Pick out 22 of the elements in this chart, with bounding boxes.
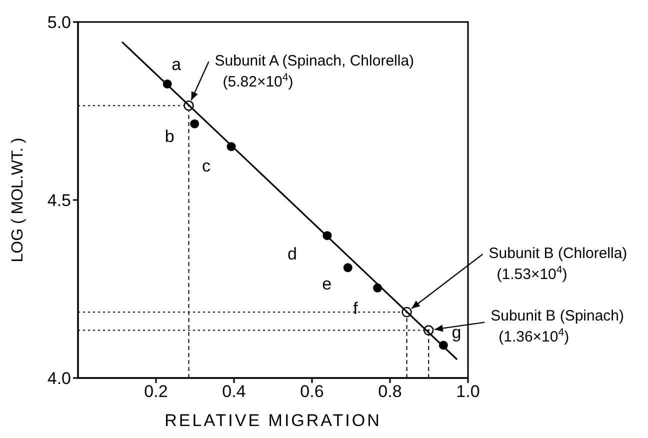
annotation: b — [164, 126, 174, 146]
annotation: Subunit B (Chlorella) (1.53×10$^{4}$) — [488, 245, 628, 284]
point — [190, 119, 200, 128]
annotation: c — [202, 156, 212, 176]
y-tick-label: 5.0 — [47, 13, 71, 32]
y-tick-label: 4.5 — [47, 191, 71, 210]
x-axis-title: RELATIVE MIGRATION — [164, 411, 382, 430]
x-tick-label: 0.2 — [144, 382, 168, 402]
annotation: g — [452, 322, 462, 342]
point — [343, 263, 352, 272]
x-tick-label: 0.6 — [300, 382, 324, 402]
annotation: Subunit A (Spinach, Chlorella) (5.82×10$^{4}$) — [214, 52, 414, 91]
annotation: a — [172, 54, 182, 74]
annotation: Subunit B (Spinach) (1.36×10$^{4}$) — [490, 307, 624, 346]
annotation: f — [353, 298, 358, 318]
annotation: e — [322, 274, 332, 294]
annotation: d — [287, 244, 297, 264]
y-tick-label: 4.0 — [47, 369, 71, 388]
x-tick-label: 0.8 — [378, 382, 402, 402]
x-tick-label: 0.4 — [222, 382, 246, 402]
y-axis-title: LOG ( MOL.WT. ) — [10, 138, 27, 262]
x-tick-label: 1.0 — [456, 382, 480, 402]
